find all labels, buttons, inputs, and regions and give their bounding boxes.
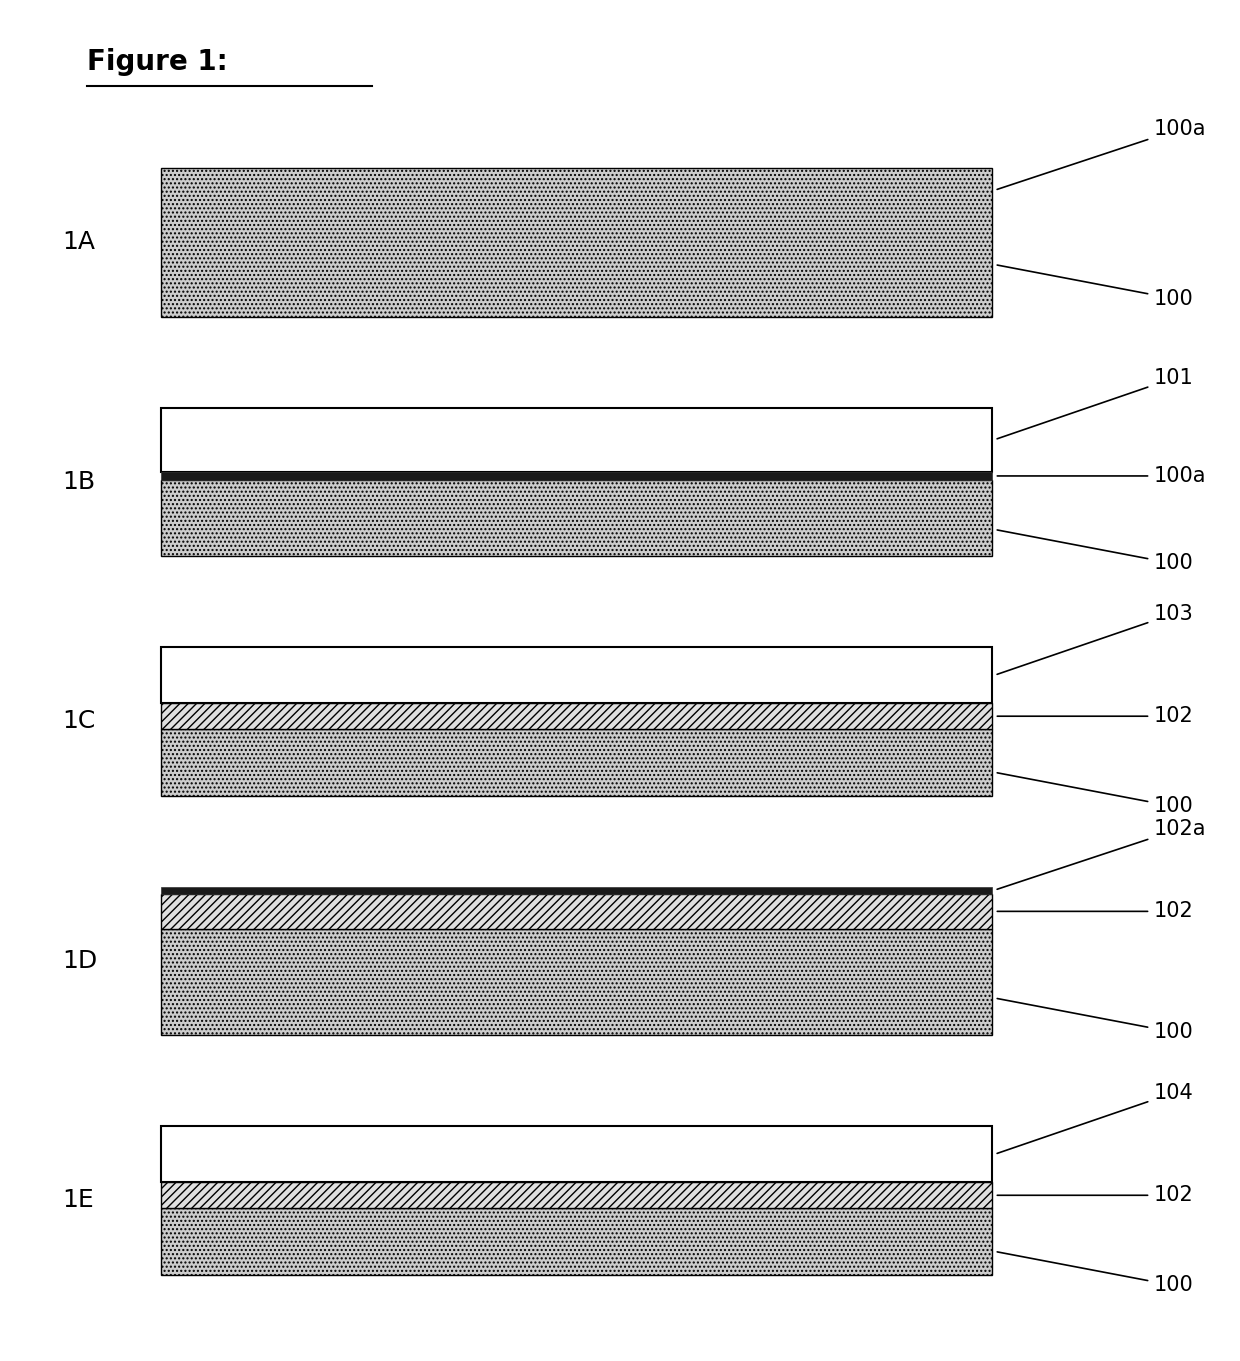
Text: 100: 100 (997, 773, 1193, 817)
Text: 100: 100 (997, 265, 1193, 309)
Text: 101: 101 (997, 369, 1193, 438)
Text: Figure 1:: Figure 1: (87, 48, 228, 76)
Bar (161, 472, 992, 480)
Bar (161, 1209, 992, 1275)
Text: 1C: 1C (62, 709, 95, 734)
Bar (161, 886, 992, 894)
Bar (161, 646, 992, 704)
Text: 100a: 100a (997, 465, 1205, 486)
Bar (161, 480, 992, 557)
Text: 102: 102 (997, 1185, 1193, 1206)
Text: 104: 104 (997, 1083, 1193, 1153)
Text: 1E: 1E (62, 1188, 94, 1213)
Bar (161, 729, 992, 796)
Text: 1A: 1A (62, 230, 95, 255)
Text: 102: 102 (997, 706, 1193, 727)
Text: 103: 103 (997, 604, 1193, 674)
Bar (161, 1126, 992, 1183)
Text: 102a: 102a (997, 819, 1205, 889)
Bar (161, 704, 992, 729)
Bar (161, 930, 992, 1036)
Text: 1D: 1D (62, 949, 97, 973)
Bar (161, 894, 992, 930)
Text: 100a: 100a (997, 118, 1205, 189)
Text: 1B: 1B (62, 470, 95, 494)
Text: 100: 100 (997, 1252, 1193, 1296)
Bar (161, 1183, 992, 1209)
Text: 100: 100 (997, 999, 1193, 1043)
Text: 100: 100 (997, 529, 1193, 573)
Text: 102: 102 (997, 901, 1193, 921)
Bar (161, 407, 992, 472)
Bar (161, 167, 992, 317)
